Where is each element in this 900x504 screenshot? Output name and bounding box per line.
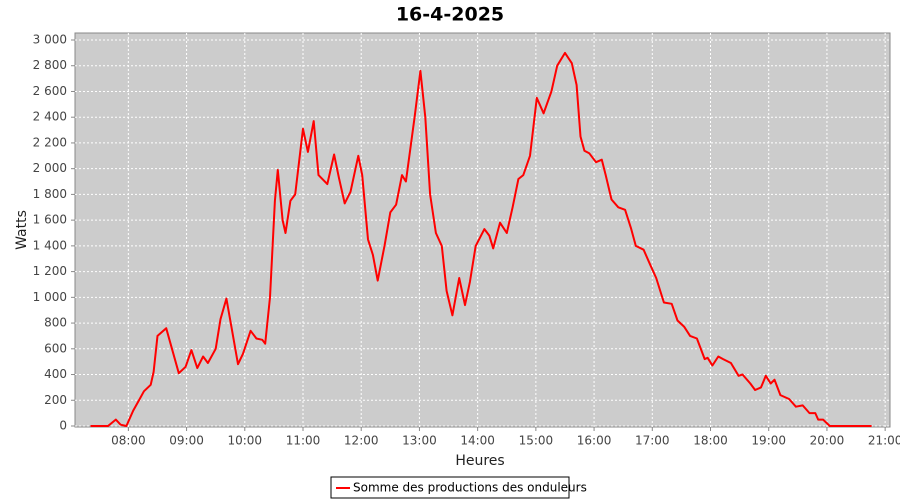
chart-title: 16-4-2025: [396, 4, 504, 26]
y-tick-label: 1 000: [33, 290, 67, 304]
y-tick-label: 3 000: [33, 33, 67, 47]
y-tick-label: 1 800: [33, 187, 67, 201]
x-tick-label: 15:00: [519, 434, 554, 448]
y-tick-label: 1 200: [33, 264, 67, 278]
plot-area: [74, 32, 891, 428]
y-tick-label: 400: [44, 367, 67, 381]
x-tick-label: 14:00: [460, 434, 495, 448]
x-tick-label: 11:00: [286, 434, 321, 448]
y-tick-label: 1 600: [33, 213, 67, 227]
x-tick-label: 21:00: [868, 434, 900, 448]
y-tick-label: 600: [44, 341, 67, 355]
series-line: [90, 51, 872, 427]
x-tick-label: 09:00: [169, 434, 204, 448]
y-tick-label: 2 000: [33, 161, 67, 175]
x-tick-label: 16:00: [577, 434, 612, 448]
y-tick-label: 200: [44, 393, 67, 407]
x-tick-label: 13:00: [402, 434, 437, 448]
x-tick-label: 17:00: [635, 434, 670, 448]
y-tick-label: 2 400: [33, 110, 67, 124]
y-axis-title: Watts: [14, 210, 30, 250]
y-tick-label: 0: [59, 419, 67, 433]
legend-label: Somme des productions des onduleurs: [353, 481, 587, 495]
y-tick-label: 2 600: [33, 84, 67, 98]
x-tick-label: 12:00: [344, 434, 379, 448]
legend-box: [330, 476, 570, 499]
x-tick-label: 10:00: [227, 434, 262, 448]
x-tick-label: 08:00: [111, 434, 146, 448]
x-tick-label: 20:00: [810, 434, 845, 448]
x-axis-title: Heures: [455, 453, 504, 469]
x-tick-label: 19:00: [751, 434, 786, 448]
y-tick-label: 800: [44, 316, 67, 330]
y-tick-label: 2 200: [33, 135, 67, 149]
y-tick-label: 2 800: [33, 58, 67, 72]
y-tick-label: 1 400: [33, 238, 67, 252]
x-tick-label: 18:00: [693, 434, 728, 448]
